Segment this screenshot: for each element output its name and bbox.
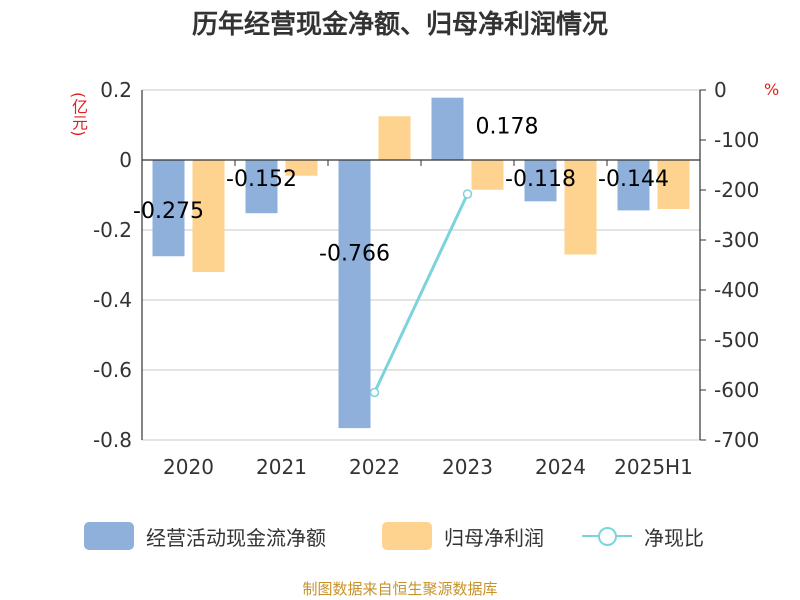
data-label-cash-2023: 0.178 [476,115,539,140]
y-right-tick-label: -400 [714,278,759,302]
y-right-tick-label: -600 [714,378,759,402]
bar-profit-2025H1 [657,160,690,209]
y-left-tick-label: -0.2 [93,218,132,242]
y-right-tick-label: 0 [714,78,727,102]
left-axis-unit: (亿元) [69,92,88,137]
tick-labels: 0.2 0 -0.2 -0.4 -0.6 -0.8 0 -100 -200 -300 -400 -50… [93,78,759,479]
legend-item-ratio[interactable]: 净现比 [582,516,704,556]
data-label-cash-2022: -0.766 [319,241,390,266]
legend-label-cash: 经营活动现金流净额 [146,525,326,550]
legend-swatch-cash [84,522,134,550]
grid-lines [142,89,700,441]
x-tick-label-2025H1: 2025H1 [614,455,693,479]
legend-swatch-profit [382,522,432,550]
y-left-tick-label: -0.4 [93,288,132,312]
x-tick-label-2021: 2021 [256,455,307,479]
ratio-line [373,193,469,394]
legend-item-cash[interactable]: 经营活动现金流净额 [84,516,326,556]
x-tick-label-2022: 2022 [349,455,400,479]
bar-profit-2022 [378,116,411,160]
legend-item-profit[interactable]: 归母净利润 [382,516,544,556]
bar-cash-2021 [245,160,278,214]
legend-line-ratio [582,522,632,550]
bar-profit-2020 [192,160,225,272]
right-axis-unit: % [764,80,780,99]
y-right-tick-label: -200 [714,178,759,202]
x-tick-label-2024: 2024 [535,455,586,479]
y-left-tick-label: -0.6 [93,358,132,382]
bar-profit-2024 [564,160,597,255]
bar-profit-2021 [285,160,318,176]
legend-label-ratio: 净现比 [644,525,704,550]
bar-cash-2023 [431,97,464,160]
data-label-cash-2025H1: -0.144 [598,167,669,192]
bar-profit-2023 [471,160,504,190]
data-label-cash-2024: -0.118 [505,167,576,192]
ratio-line-layer [369,189,473,398]
y-right-tick-label: -700 [714,428,759,452]
ratio-point-2023 [462,189,473,199]
ratio-point-2022 [369,387,380,398]
data-label-cash-2021: -0.152 [226,167,297,192]
bar-cash-2022 [338,160,371,429]
chart-title: 历年经营现金净额、归母净利润情况 [191,10,608,40]
data-label-cash-2020: -0.275 [133,199,204,224]
y-right-tick-label: -100 [714,128,759,152]
legend-label-profit: 归母净利润 [444,525,544,550]
x-tick-label-2020: 2020 [163,455,214,479]
y-left-tick-label: -0.8 [93,428,132,452]
bar-cash-2024 [524,160,557,202]
data-source: 制图数据来自恒生聚源数据库 [302,580,498,598]
y-left-tick-label: 0.2 [100,78,132,102]
legend: 经营活动现金流净额 归母净利润 净现比 [0,516,800,556]
y-left-tick-label: 0 [119,148,132,172]
x-tick-label-2023: 2023 [442,455,493,479]
data-labels: -0.275 -0.152 -0.766 0.178 -0.118 -0.144 [133,115,669,267]
bar-cash-2020 [152,160,185,257]
y-right-tick-label: -500 [714,328,759,352]
axes [141,89,706,441]
bar-cash-2025H1 [617,160,650,211]
y-right-tick-label: -300 [714,228,759,252]
bar-layer [152,97,690,429]
